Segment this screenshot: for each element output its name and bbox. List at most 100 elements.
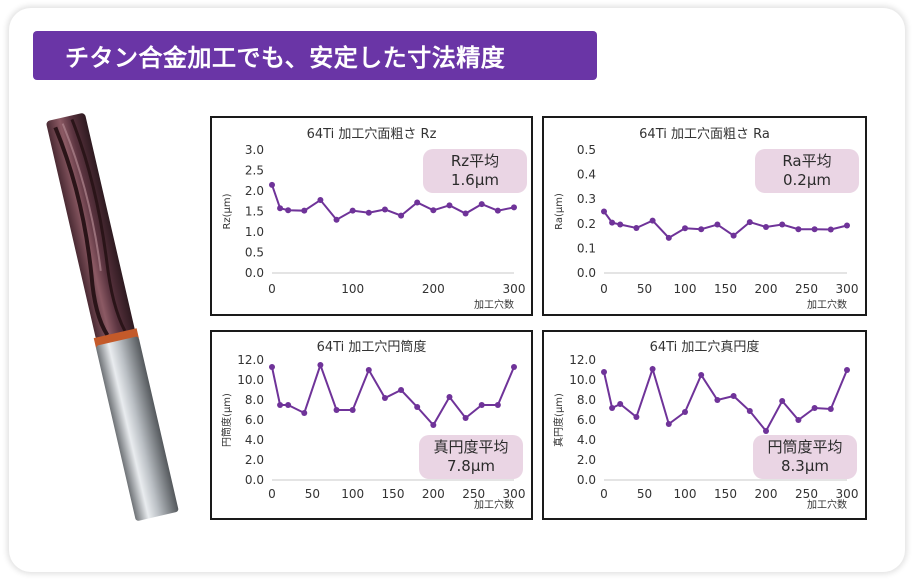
y-tick-label: 0.2 — [577, 217, 596, 231]
data-point — [844, 367, 850, 373]
x-tick-label: 300 — [503, 487, 526, 501]
data-point — [430, 422, 437, 428]
data-point — [462, 210, 469, 217]
x-tick-label: 200 — [755, 487, 778, 501]
data-point — [601, 369, 607, 375]
x-tick-label: 300 — [503, 282, 526, 296]
x-tick-label: 150 — [382, 487, 405, 501]
data-point — [609, 219, 616, 226]
series-line — [603, 365, 848, 433]
data-point — [844, 222, 850, 229]
x-axis-label: 加工穴数 — [474, 298, 514, 311]
cylindricity-average-label: 真円度平均 — [433, 438, 509, 456]
data-point — [746, 219, 753, 226]
data-point — [827, 406, 834, 412]
y-tick-label: 10.0 — [237, 373, 264, 387]
data-point — [446, 202, 453, 209]
x-tick-label: 50 — [305, 487, 320, 501]
data-point — [317, 197, 324, 204]
x-tick-label: 200 — [755, 282, 778, 296]
x-tick-label: 150 — [714, 487, 737, 501]
x-tick-label: 300 — [836, 487, 859, 501]
cylindricity-average-value: 7.8μm — [446, 457, 495, 475]
y-tick-label: 0.1 — [577, 241, 596, 255]
y-tick-label: 4.0 — [577, 433, 596, 447]
data-point — [285, 207, 292, 214]
y-tick-label: 0.0 — [245, 473, 264, 487]
chart-cylindricity: 64Ti 加工穴円筒度 0.0 2.0 4.0 6.0 8.0 10.0 12.0 0 50 100… — [220, 339, 526, 511]
chart-panel-ra: 64Ti 加工穴面粗さ Ra 0.0 0.1 0.2 0.3 0.4 0.5 0 50 100 15… — [542, 116, 867, 316]
y-tick-label: 1.0 — [245, 225, 264, 239]
page-title: チタン合金加工でも、安定した寸法精度 — [33, 31, 597, 80]
rz-average-badge: Rz平均 1.6μm — [423, 149, 527, 193]
data-point — [398, 212, 405, 219]
data-point — [649, 217, 656, 224]
data-point — [414, 199, 421, 206]
y-tick-label: 10.0 — [569, 373, 596, 387]
y-tick-label: 0.3 — [577, 192, 596, 206]
x-tick-label: 200 — [422, 487, 445, 501]
y-tick-label: 0.0 — [245, 266, 264, 280]
y-axis-label: Rz(μm) — [222, 193, 233, 229]
data-point — [301, 207, 308, 214]
reamer-tool-image — [46, 113, 179, 521]
data-point — [462, 415, 469, 421]
x-tick-label: 250 — [795, 282, 818, 296]
rz-average-value: 1.6μm — [450, 171, 499, 189]
y-tick-label: 2.0 — [577, 453, 596, 467]
data-point — [730, 393, 737, 399]
data-point — [795, 226, 802, 233]
x-tick-label: 0 — [268, 487, 276, 501]
series-line — [603, 210, 848, 240]
data-point — [779, 398, 786, 404]
data-point — [730, 232, 737, 239]
chart-panel-cylindricity: 64Ti 加工穴円筒度 0.0 2.0 4.0 6.0 8.0 10.0 12.0 0 50 100… — [210, 330, 533, 520]
data-point — [609, 405, 616, 411]
x-tick-label: 250 — [462, 487, 485, 501]
data-point — [381, 395, 388, 401]
y-tick-label: 0.0 — [577, 266, 596, 280]
data-point — [365, 209, 372, 216]
data-point — [365, 367, 372, 373]
data-point — [633, 224, 640, 231]
chart-title: 64Ti 加工穴円筒度 — [317, 339, 427, 355]
data-point — [277, 402, 284, 408]
data-point — [349, 407, 356, 413]
series-line — [271, 361, 515, 427]
data-point — [511, 364, 517, 370]
data-point — [446, 394, 453, 400]
data-point — [779, 221, 786, 228]
y-tick-label: 8.0 — [245, 393, 264, 407]
y-tick-label: 0.4 — [577, 168, 596, 182]
x-tick-label: 150 — [714, 282, 737, 296]
data-point — [430, 207, 437, 214]
data-point — [511, 204, 517, 211]
data-point — [665, 234, 672, 241]
data-point — [617, 221, 624, 228]
y-tick-label: 2.5 — [245, 164, 264, 178]
y-tick-label: 0.5 — [245, 246, 264, 260]
x-tick-label: 250 — [795, 487, 818, 501]
y-tick-label: 1.5 — [245, 205, 264, 219]
y-tick-label: 12.0 — [237, 353, 264, 367]
data-point — [478, 402, 485, 408]
data-point — [682, 225, 688, 232]
roundness-average-badge: 円筒度平均 8.3μm — [753, 435, 857, 479]
data-point — [698, 372, 705, 378]
data-point — [763, 223, 769, 230]
data-point — [682, 409, 688, 415]
cylindricity-average-badge: 真円度平均 7.8μm — [419, 435, 523, 479]
data-point — [649, 366, 656, 372]
data-point — [714, 397, 721, 403]
data-point — [333, 407, 340, 413]
chart-title: 64Ti 加工穴真円度 — [650, 339, 760, 355]
data-point — [633, 414, 640, 420]
y-tick-label: 12.0 — [569, 353, 596, 367]
y-axis-label: 円筒度(μm) — [220, 393, 233, 447]
chart-panel-rz: 64Ti 加工穴面粗さ Rz 0.0 0.5 1.0 1.5 2.0 2.5 3.0 0 100 2… — [210, 116, 533, 316]
y-tick-label: 2.0 — [245, 184, 264, 198]
x-tick-label: 50 — [637, 487, 652, 501]
data-point — [494, 402, 501, 408]
chart-roundness: 64Ti 加工穴真円度 0.0 2.0 4.0 6.0 8.0 10.0 12.0 0 50 100… — [552, 339, 859, 511]
x-tick-label: 300 — [836, 282, 859, 296]
